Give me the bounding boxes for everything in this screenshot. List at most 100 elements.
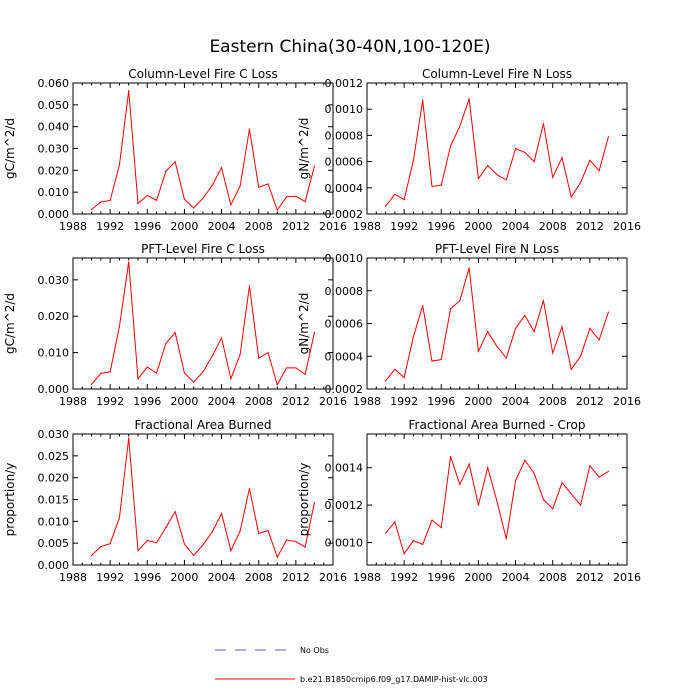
data-point xyxy=(165,170,167,173)
data-point xyxy=(570,368,572,370)
data-point xyxy=(431,360,433,362)
figure-title: Eastern China(30-40N,100-120E) xyxy=(209,37,490,57)
x-tick-label: 2008 xyxy=(245,571,273,584)
y-tick-label: 0.0002 xyxy=(325,383,364,396)
x-tick-label: 2008 xyxy=(245,395,273,408)
x-tick-label: 2016 xyxy=(613,395,641,408)
data-point xyxy=(403,553,405,555)
data-point xyxy=(267,352,269,354)
chart-panel-6: Fractional Area Burned - Crop proportion/… xyxy=(297,418,641,584)
y-tick-label: 0.0006 xyxy=(325,156,364,169)
data-point xyxy=(422,99,424,101)
x-tick-label: 2016 xyxy=(613,571,641,584)
data-point xyxy=(384,205,387,207)
x-tick-label: 1992 xyxy=(390,395,418,408)
series-line xyxy=(385,456,609,555)
data-point xyxy=(459,483,461,486)
data-point xyxy=(165,526,167,529)
x-tick-label: 1988 xyxy=(353,571,381,584)
chart-title: PFT-Level Fire C Loss xyxy=(141,242,265,256)
y-tick-label: 0.015 xyxy=(38,494,70,507)
data-point xyxy=(422,304,424,307)
data-point xyxy=(211,355,213,357)
data-point xyxy=(137,549,139,552)
data-point xyxy=(100,372,102,374)
x-tick-label: 2016 xyxy=(319,571,347,584)
y-tick-label: 0.060 xyxy=(38,77,70,90)
x-tick-label: 2004 xyxy=(208,395,236,408)
data-point xyxy=(276,556,278,558)
data-point xyxy=(211,531,213,533)
chart-panel-4: PFT-Level Fire N Loss gN/m^2/d 1988 1992 199… xyxy=(297,242,641,408)
x-tick-label: 2012 xyxy=(576,571,604,584)
data-point xyxy=(239,185,241,187)
data-point xyxy=(109,371,111,373)
y-tick-label: 0.020 xyxy=(38,164,70,177)
data-point xyxy=(220,167,223,169)
y-tick-label: 0.0010 xyxy=(325,252,364,265)
chart-title: Fractional Area Burned xyxy=(135,418,272,432)
data-point xyxy=(137,202,139,205)
x-tick-label: 2000 xyxy=(170,571,198,584)
data-point xyxy=(220,337,223,339)
data-point xyxy=(440,358,442,361)
y-tick-label: 0.050 xyxy=(38,99,70,112)
y-axis-label: proportion/y xyxy=(3,463,17,537)
data-point xyxy=(422,543,424,546)
data-point xyxy=(533,161,535,163)
x-tick-label: 2016 xyxy=(319,220,347,233)
data-point xyxy=(276,209,278,211)
data-point xyxy=(487,164,489,167)
data-point xyxy=(542,299,545,302)
y-tick-label: 0.000 xyxy=(38,208,70,221)
data-point xyxy=(267,529,269,532)
x-tick-label: 2012 xyxy=(576,395,604,408)
data-point xyxy=(118,325,121,328)
plot-frame xyxy=(366,82,628,215)
series-line xyxy=(91,90,315,212)
data-point xyxy=(183,543,186,545)
y-axis-label: gN/m^2/d xyxy=(297,293,311,355)
data-point xyxy=(579,355,582,357)
x-tick-label: 2016 xyxy=(613,220,641,233)
x-tick-label: 1996 xyxy=(133,395,161,408)
data-point xyxy=(100,546,102,548)
series-line xyxy=(91,437,315,559)
chart-panel-1: Column-Level Fire C Loss gC/m^2/d 1988 1992… xyxy=(3,67,347,233)
data-point xyxy=(211,184,213,186)
x-tick-label: 1988 xyxy=(59,220,87,233)
data-point xyxy=(440,184,442,186)
data-point xyxy=(459,299,461,302)
y-tick-label: 0.010 xyxy=(38,347,70,360)
x-tick-label: 2012 xyxy=(282,395,310,408)
data-point xyxy=(514,327,517,330)
data-point xyxy=(202,197,204,199)
data-point xyxy=(128,90,130,92)
data-point xyxy=(183,372,186,374)
y-tick-label: 0.0010 xyxy=(325,103,364,116)
x-tick-label: 2012 xyxy=(576,220,604,233)
y-tick-label: 0.030 xyxy=(38,274,70,287)
data-point xyxy=(579,504,582,506)
data-point xyxy=(412,540,415,542)
data-point xyxy=(295,540,297,543)
x-tick-label: 2004 xyxy=(502,571,530,584)
x-tick-label: 1992 xyxy=(390,220,418,233)
data-point xyxy=(533,472,535,474)
y-tick-label: 0.0014 xyxy=(325,462,364,475)
data-point xyxy=(304,200,306,203)
data-point xyxy=(579,181,582,184)
y-tick-label: 0.020 xyxy=(38,310,70,323)
data-point xyxy=(459,125,461,127)
x-tick-label: 2008 xyxy=(539,220,567,233)
data-point xyxy=(561,326,563,328)
data-point xyxy=(468,98,470,100)
data-point xyxy=(505,357,507,359)
y-tick-label: 0.005 xyxy=(38,537,70,550)
y-axis-label: gC/m^2/d xyxy=(3,118,17,179)
data-point xyxy=(118,164,121,166)
data-point xyxy=(607,311,610,313)
data-point xyxy=(295,367,297,369)
data-point xyxy=(570,196,572,198)
y-tick-label: 0.040 xyxy=(38,121,70,134)
